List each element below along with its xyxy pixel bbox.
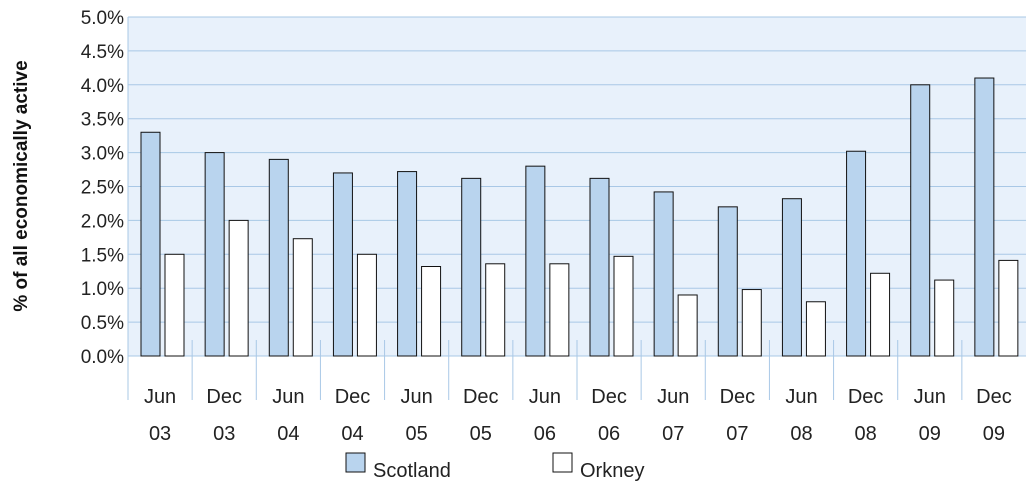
x-tick-year: 04 (277, 423, 299, 445)
x-tick-month: Jun (529, 386, 561, 408)
x-tick-month: Jun (144, 386, 176, 408)
y-tick-label: 2.5% (81, 178, 124, 199)
legend-label: Scotland (373, 460, 451, 481)
x-tick-year: 09 (919, 423, 941, 445)
scotland-bar (140, 131, 161, 357)
scotland-bar (525, 165, 546, 357)
x-tick-year: 07 (726, 423, 748, 445)
x-tick-month: Jun (272, 386, 304, 408)
scotland-bar (717, 206, 738, 357)
category-dividers (191, 340, 963, 400)
x-tick-month: Dec (720, 386, 756, 408)
y-tick-label: 5.0% (81, 8, 124, 29)
scotland-bar (910, 84, 931, 357)
scotland-bar (846, 150, 867, 357)
x-tick-year: 03 (149, 423, 171, 445)
x-tick-month: Dec (463, 386, 499, 408)
orkney-bar (934, 279, 955, 357)
orkney-bar (292, 238, 313, 357)
x-tick-year: 05 (470, 423, 492, 445)
orkney-bar (613, 255, 634, 357)
y-tick-label: 3.5% (81, 110, 124, 131)
x-tick-year: 08 (855, 423, 877, 445)
orkney-bar (741, 289, 762, 357)
scotland-bar (781, 198, 802, 357)
legend-label: Orkney (580, 460, 644, 481)
y-tick-label: 4.0% (81, 76, 124, 97)
y-tick-label: 0.5% (81, 313, 124, 334)
x-axis-labels: Jun 03 Dec 03 Jun 04 Dec 04 Jun 05 Dec 05 Jun 06 Dec 06… (144, 386, 1012, 445)
x-tick-month: Jun (657, 386, 689, 408)
x-tick-year: 05 (406, 423, 428, 445)
orkney-bar (164, 253, 185, 357)
x-tick-month: Jun (401, 386, 433, 408)
orkney-bar (228, 219, 249, 357)
y-axis-ticks: 0.0% 0.5% 1.0% 1.5% 2.0% 2.5% 3.0% 3.5% 4.0% 4.5%… (81, 8, 124, 368)
scotland-bar (974, 77, 995, 357)
x-tick-month: Jun (785, 386, 817, 408)
x-tick-year: 06 (598, 423, 620, 445)
scotland-bar (461, 177, 482, 357)
x-tick-month: Dec (976, 386, 1012, 408)
x-tick-year: 06 (534, 423, 556, 445)
y-tick-label: 0.0% (81, 347, 124, 368)
y-tick-label: 4.5% (81, 42, 124, 63)
orkney-bar (677, 294, 698, 357)
legend-swatch (345, 452, 366, 473)
x-tick-month: Dec (848, 386, 884, 408)
y-axis-title: % of all economically active (11, 60, 32, 311)
scotland-bar (397, 171, 418, 357)
orkney-bar (998, 259, 1019, 357)
orkney-bar (549, 263, 570, 357)
bars (140, 77, 1019, 357)
scotland-bar (204, 152, 225, 357)
orkney-bar (421, 266, 442, 357)
legend: Scotland Orkney (345, 452, 644, 481)
x-tick-month: Dec (206, 386, 242, 408)
x-tick-year: 08 (790, 423, 812, 445)
scotland-bar (589, 177, 610, 357)
x-tick-month: Jun (914, 386, 946, 408)
legend-swatch (552, 452, 573, 473)
orkney-bar (485, 263, 506, 357)
y-tick-label: 1.5% (81, 245, 124, 266)
x-tick-month: Dec (335, 386, 371, 408)
x-tick-year: 09 (983, 423, 1005, 445)
x-tick-year: 07 (662, 423, 684, 445)
orkney-bar (805, 301, 826, 357)
scotland-bar (332, 172, 353, 357)
scotland-bar (653, 191, 674, 357)
orkney-bar (356, 253, 377, 357)
x-tick-year: 04 (341, 423, 363, 445)
y-tick-label: 2.0% (81, 211, 124, 232)
scotland-bar (268, 158, 289, 357)
y-tick-label: 3.0% (81, 144, 124, 165)
orkney-bar (870, 272, 891, 357)
y-tick-label: 1.0% (81, 279, 124, 300)
x-tick-year: 03 (213, 423, 235, 445)
x-tick-month: Dec (591, 386, 627, 408)
